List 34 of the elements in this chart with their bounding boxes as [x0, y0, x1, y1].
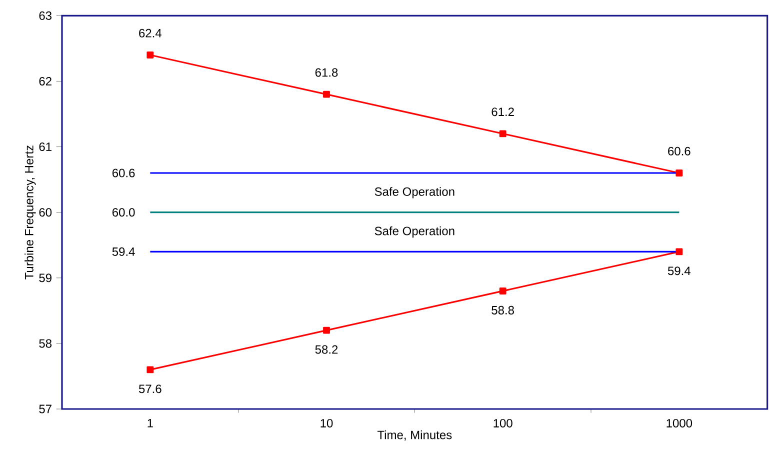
point: [676, 248, 683, 256]
y-axis-title: Turbine Frequency, Hertz: [24, 146, 36, 280]
data-label: 60.0: [112, 208, 135, 217]
y-tick-label: 61: [39, 142, 52, 152]
annotation: Safe Operation: [374, 187, 454, 198]
point: [323, 326, 330, 334]
x-tick-label: 10: [320, 418, 333, 428]
data-label: 59.4: [112, 247, 135, 256]
data-label: 60.6: [668, 146, 690, 156]
data-label: 61.8: [315, 68, 338, 77]
y-tick-label: 59: [39, 274, 52, 282]
y-tick-label: 62: [39, 76, 52, 86]
x-tick-label: 100: [494, 418, 512, 428]
y-tick-label: 60: [39, 208, 52, 217]
data-label: 59.4: [668, 266, 690, 276]
point: [146, 366, 154, 374]
point: [499, 130, 506, 138]
point: [499, 288, 506, 294]
point: [146, 52, 154, 58]
data-label: 58.8: [492, 306, 514, 314]
x-axis-title: Time, Minutes: [377, 430, 452, 441]
x-tick-label: 1000: [666, 418, 692, 428]
data-label: 58.2: [315, 345, 338, 354]
data-label: 57.6: [138, 384, 162, 394]
y-tick-label: 58: [39, 339, 52, 348]
data-label: 62.4: [139, 28, 162, 38]
y-tick-label: 57: [39, 404, 52, 414]
annotation: Safe Operation: [374, 226, 454, 238]
data-label: 61.2: [492, 108, 514, 116]
x-tick-label: 1: [148, 418, 153, 428]
data-label: 60.6: [112, 168, 135, 178]
y-tick-label: 63: [39, 11, 52, 20]
point: [323, 90, 330, 98]
point: [676, 170, 683, 176]
